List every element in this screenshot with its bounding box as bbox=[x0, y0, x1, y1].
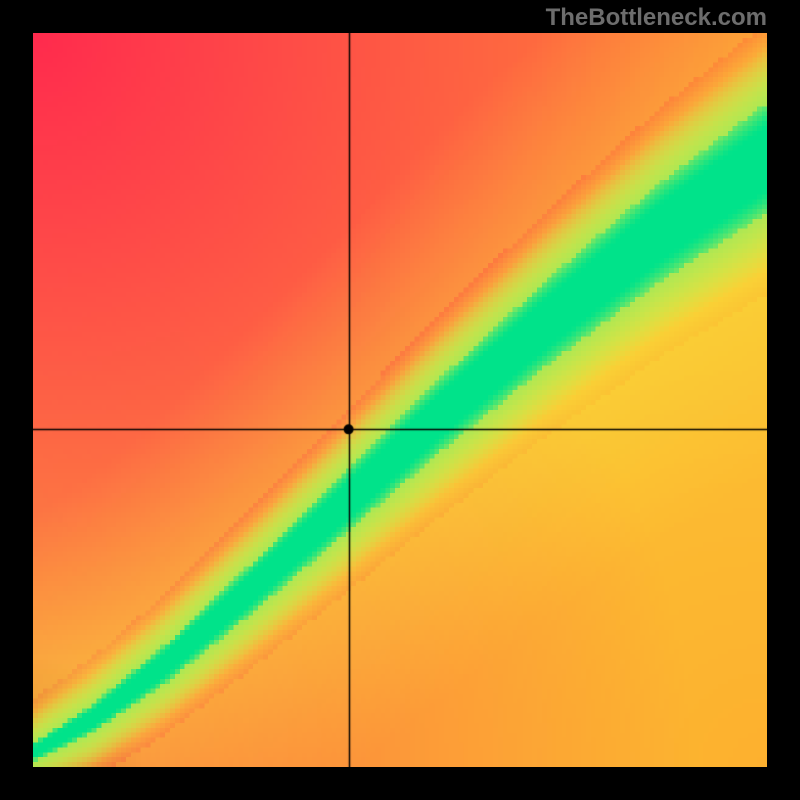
bottleneck-heatmap bbox=[33, 33, 767, 767]
chart-container: TheBottleneck.com bbox=[0, 0, 800, 800]
watermark-text: TheBottleneck.com bbox=[546, 4, 767, 32]
